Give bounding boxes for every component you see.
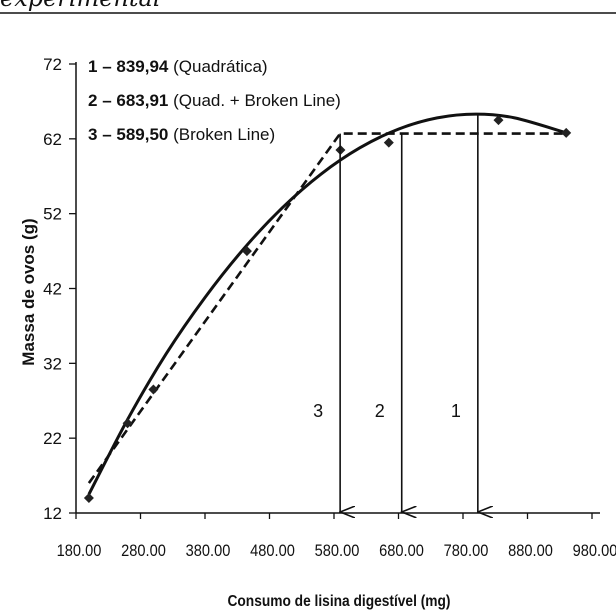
y-tick-label: 42	[43, 280, 62, 299]
figure-caption: experimental	[0, 0, 161, 12]
legend-value-1: 839,94	[116, 57, 169, 76]
y-tick-label: 62	[43, 130, 62, 149]
y-tick-label: 52	[43, 205, 62, 224]
y-tick-label: 72	[43, 55, 62, 74]
legend: 1 – 839,94 (Quadrática) 2 – 683,91 (Quad…	[88, 57, 341, 144]
x-tick-label: 180.00	[57, 542, 102, 560]
x-tick-label: 380.00	[186, 542, 231, 560]
legend-entry-2: 2 – 683,91 (Quad. + Broken Line)	[88, 91, 341, 110]
data-point	[148, 384, 159, 395]
legend-num-1: 1	[88, 57, 97, 76]
x-tick-label: 280.00	[121, 542, 166, 560]
x-tick-label: 680.00	[379, 542, 424, 560]
legend-dash-3: –	[97, 125, 116, 144]
data-point	[122, 418, 133, 429]
legend-dash-1: –	[97, 57, 116, 76]
x-tick-label: 980.00	[573, 542, 616, 560]
data-point	[241, 246, 252, 257]
data-point	[83, 493, 94, 504]
vertical-marker-label-1: 1	[451, 401, 461, 421]
y-axis-title: Massa de ovos (g)	[19, 218, 38, 365]
x-axis-title: Consumo de lisina digestível (mg)	[227, 592, 450, 610]
series-marks: 1 2 3	[83, 112, 572, 512]
data-point	[383, 137, 394, 148]
x-ticks: 180.00 280.00 380.00 480.00 580.00 680.00 780.…	[57, 513, 616, 560]
legend-desc-2: (Quad. + Broken Line)	[173, 91, 341, 110]
x-tick-label: 780.00	[444, 542, 489, 560]
legend-dash-2: –	[97, 91, 116, 110]
y-tick-label: 12	[43, 504, 62, 523]
y-ticks: 12 22 32 42 52 62 72	[43, 55, 76, 523]
legend-value-2: 683,91	[116, 91, 168, 110]
legend-value-3: 589,50	[116, 125, 168, 144]
vertical-marker-label-2: 2	[375, 401, 385, 421]
data-point	[493, 115, 504, 126]
legend-num-2: 2	[88, 91, 97, 110]
y-tick-label: 32	[43, 354, 62, 373]
x-tick-label: 480.00	[250, 542, 295, 560]
legend-entry-3: 3 – 589,50 (Broken Line)	[88, 125, 275, 144]
legend-desc-3: (Broken Line)	[173, 125, 275, 144]
vertical-marker-label-3: 3	[313, 401, 323, 421]
y-tick-label: 22	[43, 429, 62, 448]
data-point	[561, 127, 572, 138]
legend-num-3: 3	[88, 125, 97, 144]
x-tick-label: 580.00	[315, 542, 360, 560]
legend-desc-1: (Quadrática)	[173, 57, 267, 76]
legend-entry-1: 1 – 839,94 (Quadrática)	[88, 57, 268, 76]
series-line-quadratic	[87, 112, 567, 495]
x-tick-label: 880.00	[508, 542, 553, 560]
series-line-broken	[87, 132, 567, 484]
